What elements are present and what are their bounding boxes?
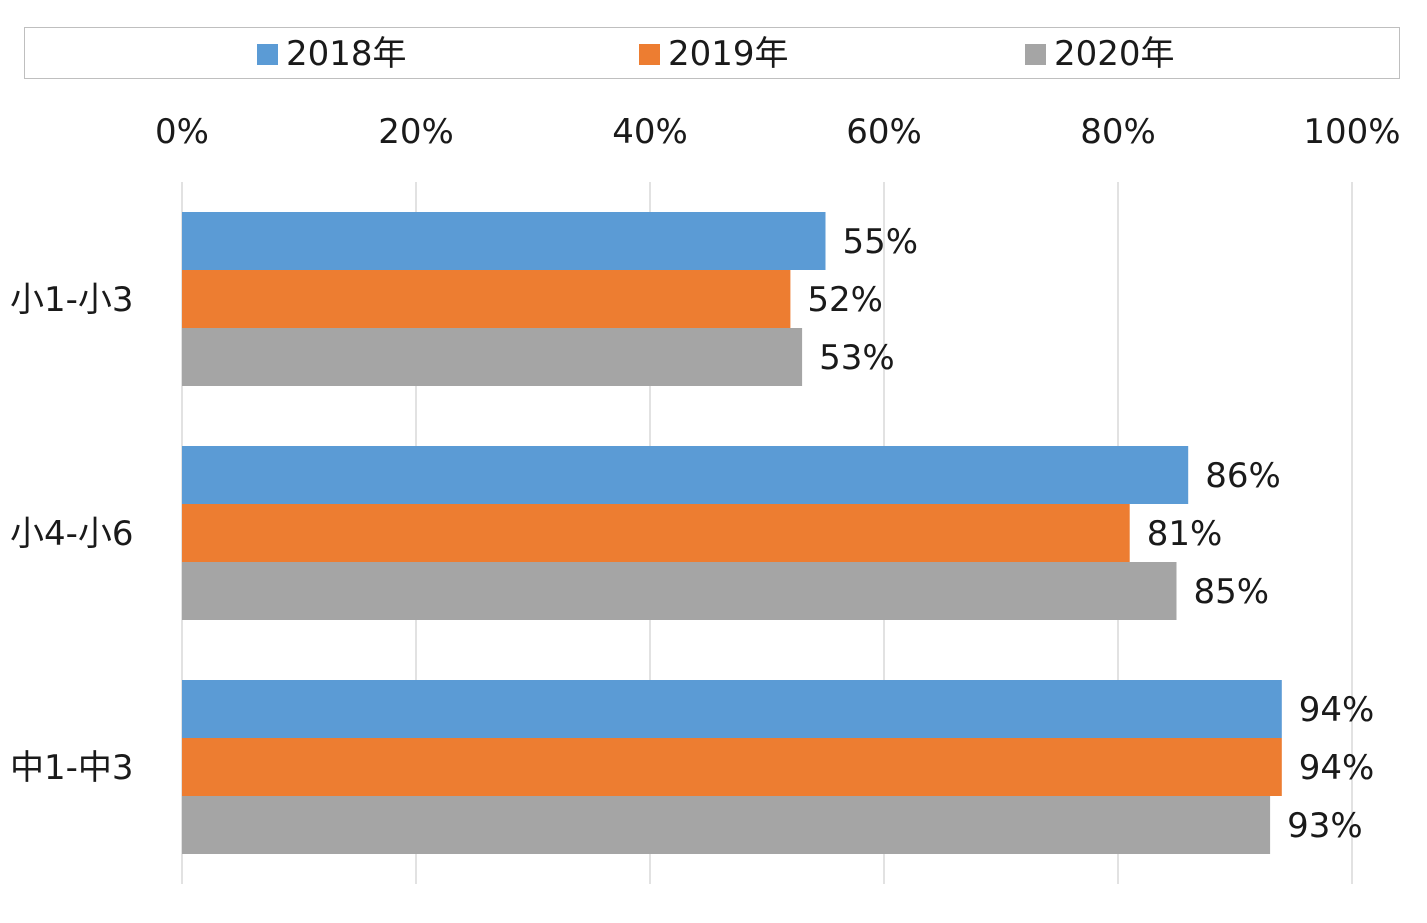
bar-1-1 xyxy=(182,504,1130,562)
legend-item-2019: 2019年 xyxy=(639,36,789,72)
bar-1-0 xyxy=(182,446,1189,504)
bar-0-0 xyxy=(182,212,826,270)
legend-label-2019: 2019年 xyxy=(668,34,789,74)
bar-2-1 xyxy=(182,738,1282,796)
category-label-2: 中1-中3 xyxy=(10,748,134,788)
bar-0-1 xyxy=(182,270,791,328)
bar-1-2 xyxy=(182,562,1177,620)
x-tick-label-5: 100% xyxy=(1303,112,1400,152)
legend-item-2020: 2020年 xyxy=(1025,36,1175,72)
legend-label-2018: 2018年 xyxy=(286,34,407,74)
bar-2-2 xyxy=(182,796,1271,854)
data-label-2-0: 94% xyxy=(1299,690,1375,730)
x-tick-label-2: 40% xyxy=(612,112,688,152)
bar-0-2 xyxy=(182,328,803,386)
category-label-1: 小4-小6 xyxy=(10,514,134,554)
legend-label-2020: 2020年 xyxy=(1054,34,1175,74)
data-label-1-2: 85% xyxy=(1194,572,1270,612)
data-label-1-0: 86% xyxy=(1205,456,1281,496)
x-tick-label-3: 60% xyxy=(846,112,922,152)
data-label-0-0: 55% xyxy=(843,222,919,262)
x-tick-label-4: 80% xyxy=(1080,112,1156,152)
legend: 2018年 2019年 2020年 xyxy=(24,27,1400,79)
legend-swatch-2020 xyxy=(1025,43,1046,65)
category-label-0: 小1-小3 xyxy=(10,280,134,320)
bar-2-0 xyxy=(182,680,1282,738)
x-tick-label-0: 0% xyxy=(155,112,209,152)
data-label-2-2: 93% xyxy=(1287,806,1363,846)
data-label-2-1: 94% xyxy=(1299,748,1375,788)
data-label-0-2: 53% xyxy=(819,338,895,378)
legend-swatch-2018 xyxy=(257,43,278,65)
data-label-1-1: 81% xyxy=(1147,514,1223,554)
data-label-0-1: 52% xyxy=(807,280,883,320)
legend-swatch-2019 xyxy=(639,43,660,65)
legend-item-2018: 2018年 xyxy=(257,36,407,72)
x-tick-label-1: 20% xyxy=(378,112,454,152)
